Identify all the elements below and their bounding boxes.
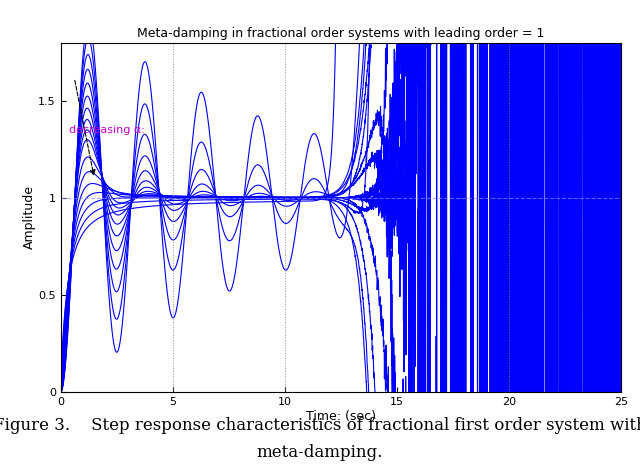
Text: Figure 3.    Step response characteristics of fractional first order system with: Figure 3. Step response characteristics … xyxy=(0,417,640,434)
Text: meta-damping.: meta-damping. xyxy=(257,444,383,461)
Y-axis label: Amplitude: Amplitude xyxy=(22,185,36,249)
X-axis label: Time: (sec): Time: (sec) xyxy=(306,409,376,423)
Title: Meta-damping in fractional order systems with leading order = 1: Meta-damping in fractional order systems… xyxy=(137,27,545,40)
Text: decreasing α:: decreasing α: xyxy=(68,125,145,135)
